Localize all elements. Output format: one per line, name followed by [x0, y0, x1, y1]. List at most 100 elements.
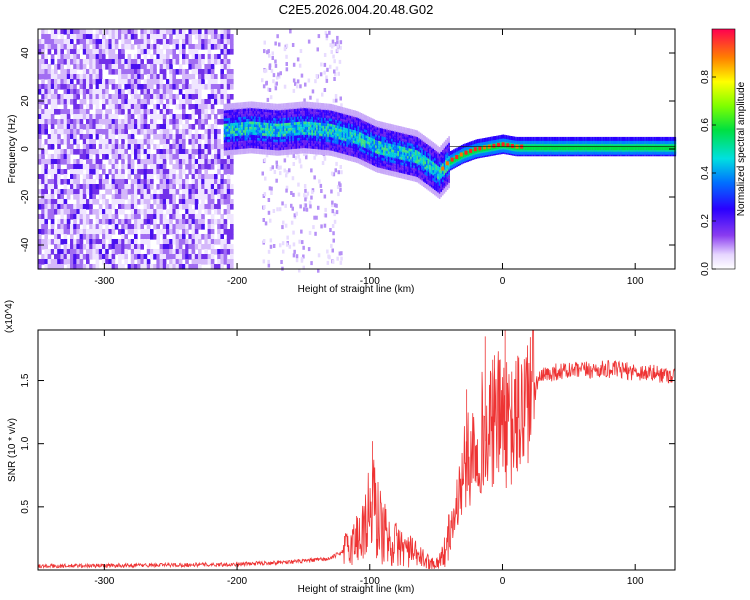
noise-cell — [114, 94, 119, 100]
noise-cell — [201, 59, 205, 65]
ridge-cell — [330, 130, 333, 135]
ridge-cell — [330, 143, 333, 148]
noise-cell — [166, 194, 170, 200]
noise-cell — [70, 139, 74, 145]
noise-cell — [143, 189, 148, 195]
ridge-cell — [365, 136, 368, 141]
noise-cell — [105, 154, 109, 160]
noise-cell — [89, 254, 93, 260]
ridge-cell — [340, 151, 342, 156]
noise-cell — [73, 159, 77, 165]
ridge-cell — [285, 111, 288, 115]
ridge-cell — [277, 130, 280, 135]
ridge-cell — [338, 122, 341, 127]
noise-cell — [159, 259, 164, 265]
noise-cell — [121, 189, 125, 195]
noise-cell — [185, 159, 189, 165]
noise-cell — [118, 79, 122, 85]
noise-cell — [130, 229, 135, 235]
noise-cell — [175, 44, 180, 50]
noise-cell — [156, 174, 160, 180]
noise-cell — [44, 119, 48, 125]
noise-cell — [41, 209, 45, 215]
ridge-cell — [241, 131, 243, 136]
noise-cell — [57, 224, 61, 230]
noise-cell — [162, 119, 167, 125]
noise-cell — [137, 159, 141, 165]
ridge-cell — [320, 132, 323, 137]
noise-cell — [130, 69, 135, 75]
noise-cell — [175, 204, 180, 210]
noise-cell — [214, 124, 218, 130]
noise-cell — [63, 79, 68, 85]
ridge-cell — [360, 137, 363, 141]
ridge-cell — [336, 143, 339, 147]
noise-cell — [44, 124, 48, 130]
noise-cell — [63, 69, 68, 75]
noise-cell — [178, 159, 183, 165]
ridge-cell — [376, 155, 379, 160]
noise-cell — [111, 244, 116, 250]
streak-cell — [268, 88, 272, 92]
ridge-cell — [309, 107, 312, 112]
ridge-cell — [298, 141, 301, 146]
ridge-cell — [225, 103, 227, 108]
ridge-cell — [389, 131, 391, 136]
noise-cell — [60, 159, 64, 165]
ridge-cell — [322, 129, 325, 134]
ridge-cell — [319, 137, 321, 142]
ridge-cell — [227, 138, 229, 143]
noise-cell — [102, 164, 106, 170]
ridge-cell — [403, 140, 406, 145]
ridge-cell — [368, 124, 371, 129]
ridge-cell — [357, 151, 360, 156]
ridge-cell — [367, 156, 369, 161]
noise-cell — [86, 79, 90, 85]
ridge-cell — [389, 153, 391, 158]
noise-cell — [121, 234, 125, 240]
ridge-cell — [368, 162, 371, 167]
noise-cell — [41, 224, 45, 230]
noise-cell — [73, 149, 77, 155]
ridge-cell — [384, 141, 387, 146]
noise-cell — [92, 124, 96, 130]
noise-cell — [150, 159, 154, 165]
ridge-cell — [230, 127, 232, 132]
ridge-cell — [230, 111, 232, 116]
ridge-cell — [265, 132, 267, 137]
noise-cell — [198, 179, 202, 185]
ridge-cell — [317, 110, 320, 115]
ridge-cell — [370, 120, 372, 125]
noise-cell — [76, 89, 80, 95]
noise-cell — [134, 189, 138, 195]
ridge-cell — [300, 120, 302, 125]
ridge-cell — [322, 140, 325, 145]
ridge-cell — [281, 103, 283, 108]
noise-cell — [105, 219, 109, 225]
ridge-cell — [273, 122, 275, 127]
ridge-cell — [290, 145, 293, 150]
noise-cell — [108, 144, 112, 150]
noise-cell — [47, 39, 52, 45]
noise-cell — [214, 39, 218, 45]
noise-cell — [207, 44, 212, 50]
noise-cell — [220, 239, 224, 245]
noise-cell — [41, 89, 45, 95]
ridge-cell — [236, 145, 239, 150]
noise-cell — [178, 89, 183, 95]
noise-cell — [121, 264, 125, 270]
ridge-cell — [266, 129, 269, 134]
noise-cell — [143, 179, 148, 185]
ridge-cell — [266, 113, 269, 118]
ridge-cell — [255, 141, 258, 146]
ridge-cell — [223, 143, 226, 148]
ridge-cell — [362, 137, 364, 142]
ridge-cell — [335, 115, 337, 120]
noise-cell — [92, 169, 96, 175]
ridge-cell — [356, 134, 358, 139]
noise-cell — [63, 244, 68, 250]
noise-cell — [47, 94, 52, 100]
noise-cell — [50, 169, 55, 175]
ridge-cell — [274, 124, 277, 129]
noise-cell — [137, 224, 141, 230]
